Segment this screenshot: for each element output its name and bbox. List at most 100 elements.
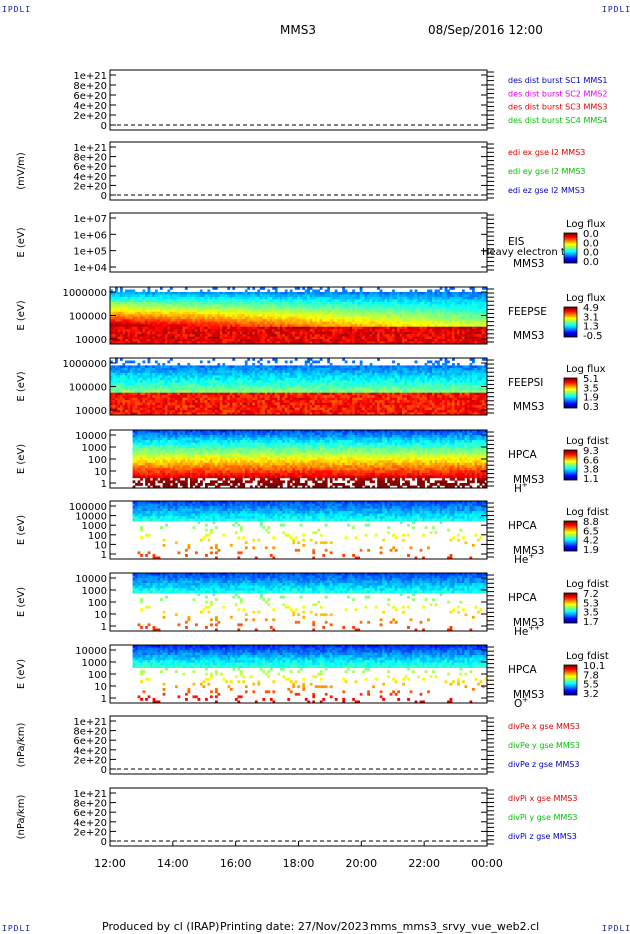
legend-entry: edi ex gse l2 MMS3 <box>508 148 585 157</box>
species-label: H+ <box>514 481 528 495</box>
ytick-label: 1000 <box>82 586 107 597</box>
instrument-label: HPCA <box>508 592 538 604</box>
ytick-label: 1 <box>101 479 107 490</box>
ytick-label: 1 <box>101 622 107 633</box>
xtick-label: 20:00 <box>345 857 377 870</box>
ytick-label: 1e+05 <box>73 247 107 258</box>
frame-eis <box>110 213 487 272</box>
legend-entry: divPi z gse MMS3 <box>508 832 577 841</box>
xtick-label: 22:00 <box>408 857 440 870</box>
ytick-label: 100 <box>88 598 107 609</box>
legend-entry: des dist burst SC3 MMS3 <box>508 103 607 112</box>
legend-entry: divPi x gse MMS3 <box>508 794 577 803</box>
colorbar <box>564 593 577 623</box>
ytick-label: 1e+07 <box>73 214 107 225</box>
ytick-label: 10000 <box>75 646 107 657</box>
xtick-label: 14:00 <box>157 857 189 870</box>
colorbar-tick: 1.9 <box>583 545 599 556</box>
summary-plot: 1e+218e+206e+204e+202e+200des dist burst… <box>0 0 630 934</box>
spacecraft-label: MMS3 <box>513 330 544 342</box>
y-axis-label: (nPa/km) <box>16 723 27 768</box>
species-label: He++ <box>514 624 540 638</box>
spectrogram-hpca_h <box>133 430 488 488</box>
ytick-label: 10 <box>94 467 107 478</box>
y-axis-label: E (eV) <box>16 444 27 474</box>
legend-entry: divPi y gse MMS3 <box>508 813 577 822</box>
y-axis-label: E (eV) <box>16 371 27 401</box>
xtick-label: 12:00 <box>94 857 126 870</box>
instrument-label: FEEPSI <box>508 377 543 389</box>
species-label: He+ <box>514 552 534 566</box>
spectrogram-hpca_o <box>133 645 488 703</box>
xtick-label: 00:00 <box>471 857 503 870</box>
spectrogram-hpca_hepp <box>133 573 488 631</box>
colorbar <box>564 233 577 263</box>
ytick-label: 10000 <box>75 406 107 417</box>
ytick-label: 1 <box>101 550 107 561</box>
ytick-label: 10000 <box>75 335 107 346</box>
legend-entry: divPe z gse MMS3 <box>508 760 579 769</box>
ytick-label: 100000 <box>69 312 107 323</box>
ytick-label: 10000 <box>75 431 107 442</box>
footer-script-name: mms_mms3_srvy_vue_web2.cl <box>370 920 539 933</box>
footer-produced-by: Produced by cl (IRAP) <box>102 920 219 933</box>
ytick-label: 0 <box>101 765 107 776</box>
colorbar <box>564 521 577 551</box>
instrument-label: HPCA <box>508 449 538 461</box>
legend-entry: divPe x gse MMS3 <box>508 722 580 731</box>
ytick-label: 1000000 <box>62 288 107 299</box>
spacecraft-label: MMS3 <box>513 401 544 413</box>
legend-entry: des dist burst SC2 MMS2 <box>508 89 607 98</box>
ytick-label: 10 <box>94 682 107 693</box>
ytick-label: 0 <box>101 121 107 132</box>
species-label: O+ <box>514 696 528 710</box>
ytick-label: 1000 <box>82 658 107 669</box>
xtick-label: 18:00 <box>283 857 315 870</box>
footer-printing-date: Printing date: 27/Nov/2023 <box>220 920 369 933</box>
y-axis-label: (mV/m) <box>16 152 27 190</box>
y-axis-label: (nPa/km) <box>16 795 27 840</box>
legend-entry: des dist burst SC4 MMS4 <box>508 116 607 125</box>
legend-entry: divPe y gse MMS3 <box>508 741 580 750</box>
ytick-label: 100 <box>88 455 107 466</box>
ytick-label: 10000 <box>75 574 107 585</box>
frame-divpe <box>110 716 487 774</box>
spectrogram-hpca_he <box>133 501 488 559</box>
legend-entry: des dist burst SC1 MMS1 <box>508 76 607 85</box>
spectrogram-feepsi <box>110 358 487 415</box>
colorbar <box>564 450 577 480</box>
instrument-label: HPCA <box>508 520 538 532</box>
frame-divpi <box>110 788 487 846</box>
y-axis-label: E (eV) <box>16 659 27 689</box>
ytick-label: 1e+04 <box>73 263 107 274</box>
instrument-label: FEEPSE <box>508 306 547 318</box>
frame-des <box>110 70 487 130</box>
spectrogram-feepse <box>110 287 487 344</box>
colorbar-tick: 1.7 <box>583 617 599 628</box>
ytick-label: 0 <box>101 837 107 848</box>
ytick-label: 1e+06 <box>73 230 107 241</box>
colorbar-tick: 3.2 <box>583 689 599 700</box>
colorbar <box>564 307 577 337</box>
colorbar-tick: -0.5 <box>583 331 603 342</box>
legend-entry: edi ez gse l2 MMS3 <box>508 186 585 195</box>
y-axis-label: E (eV) <box>16 300 27 330</box>
ytick-label: 10 <box>94 610 107 621</box>
y-axis-label: E (eV) <box>16 515 27 545</box>
colorbar-tick: 0.3 <box>583 402 599 413</box>
frame-edi <box>110 142 487 200</box>
colorbar-tick: 0.0 <box>583 257 599 268</box>
legend-entry: edi ey gse l2 MMS3 <box>508 167 586 176</box>
y-axis-label: E (eV) <box>16 227 27 257</box>
ytick-label: 1 <box>101 694 107 705</box>
ytick-label: 0 <box>101 191 107 202</box>
colorbar <box>564 378 577 408</box>
